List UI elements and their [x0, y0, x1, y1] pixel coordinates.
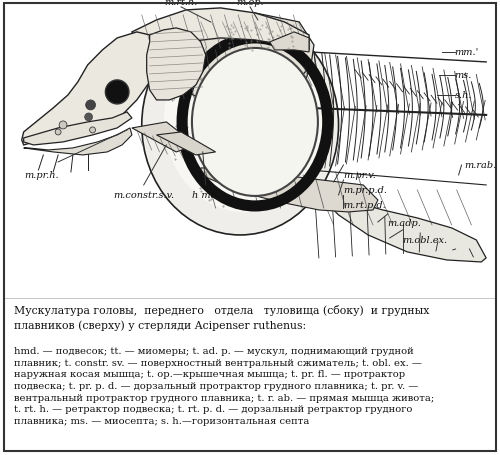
Text: h md.: h md.	[192, 191, 220, 199]
Ellipse shape	[192, 49, 318, 197]
Circle shape	[84, 114, 92, 121]
Text: m.rab.: m.rab.	[464, 161, 497, 170]
Circle shape	[55, 130, 61, 136]
Circle shape	[90, 128, 96, 134]
Text: m.rt.h.: m.rt.h.	[164, 0, 198, 7]
Circle shape	[106, 81, 129, 105]
Circle shape	[86, 101, 96, 111]
Polygon shape	[132, 123, 196, 152]
Text: Мускулатура головы,  переднего   отдела   туловища (сбоку)  и грудных
плавников : Мускулатура головы, переднего отдела тул…	[14, 304, 429, 330]
Text: s.h.: s.h.	[454, 91, 472, 100]
Text: m.op.: m.op.	[236, 0, 264, 7]
Text: m.pr.v.: m.pr.v.	[344, 171, 376, 180]
Circle shape	[59, 121, 67, 130]
Text: ms.: ms.	[454, 71, 472, 80]
Text: m.adp.: m.adp.	[388, 218, 422, 228]
Ellipse shape	[142, 16, 338, 235]
Polygon shape	[24, 129, 132, 156]
Polygon shape	[309, 181, 486, 263]
Polygon shape	[22, 33, 156, 146]
Text: m.pr.p.d.: m.pr.p.d.	[344, 186, 388, 195]
Polygon shape	[24, 113, 132, 146]
Polygon shape	[201, 168, 378, 212]
Polygon shape	[173, 14, 314, 109]
Polygon shape	[270, 33, 309, 53]
Ellipse shape	[164, 28, 326, 213]
Text: m.pr.h.: m.pr.h.	[24, 171, 58, 180]
Polygon shape	[146, 29, 206, 101]
Text: m.constr.s.v.: m.constr.s.v.	[113, 191, 174, 199]
Polygon shape	[132, 9, 309, 51]
Text: m.obl.ex.: m.obl.ex.	[402, 235, 448, 244]
Text: mm.': mm.'	[454, 48, 479, 57]
Text: hmd. — подвесок; tt. — миомеры; t. ad. p. — мускул, поднимающий грудной
плавник;: hmd. — подвесок; tt. — миомеры; t. ad. p…	[14, 346, 434, 425]
Text: m.rt.p.d.: m.rt.p.d.	[344, 201, 386, 209]
Polygon shape	[156, 133, 216, 156]
Polygon shape	[162, 26, 309, 121]
